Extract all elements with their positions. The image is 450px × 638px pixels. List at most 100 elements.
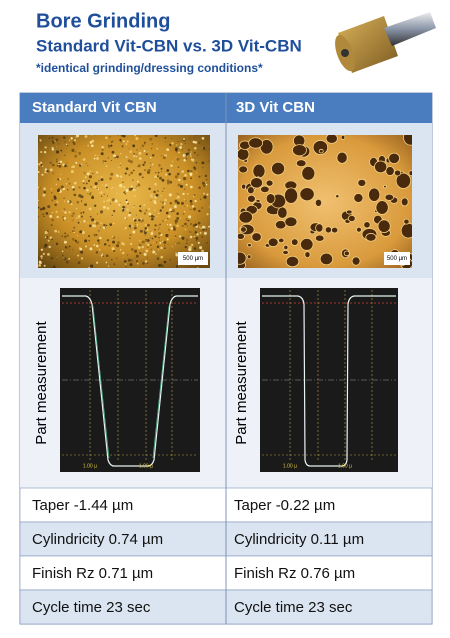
grain [89, 215, 92, 218]
grain [139, 252, 142, 255]
grain [51, 199, 54, 202]
grain [39, 186, 42, 189]
grain [117, 135, 119, 136]
pore [247, 186, 255, 195]
pore [312, 140, 329, 155]
grain [83, 172, 86, 174]
grain [188, 149, 190, 152]
grain [87, 222, 89, 224]
grain [100, 178, 104, 182]
grain [40, 150, 43, 154]
grain [201, 235, 204, 238]
grain [88, 192, 92, 196]
grain [64, 211, 67, 214]
grain [182, 212, 185, 215]
grain [184, 206, 185, 207]
grain [118, 203, 121, 206]
grain [193, 234, 195, 236]
grain [200, 227, 202, 229]
grain [58, 143, 60, 145]
grain [92, 173, 94, 175]
pore [247, 194, 256, 203]
pore [265, 193, 276, 204]
grain [64, 154, 66, 156]
grain [102, 160, 106, 163]
grain [104, 160, 107, 163]
grain [198, 226, 200, 228]
graph-tick-label: 1.00 µ [83, 463, 97, 469]
grain [118, 166, 120, 169]
grain [105, 186, 108, 189]
grain [58, 187, 61, 190]
grain [123, 186, 126, 188]
grain [134, 187, 136, 189]
grain [205, 228, 208, 231]
grain [63, 141, 66, 144]
grain [61, 250, 64, 253]
grain [185, 218, 188, 221]
grain [43, 264, 46, 267]
grain [95, 221, 99, 225]
grain [140, 147, 142, 149]
grain [187, 169, 190, 173]
grain [40, 208, 43, 211]
pore [340, 135, 346, 140]
grain [203, 192, 206, 195]
grain [175, 197, 177, 199]
grain [206, 242, 208, 244]
grain [87, 179, 90, 182]
grain [143, 203, 146, 207]
grain [176, 212, 179, 215]
grain [82, 182, 85, 185]
grain [39, 266, 41, 268]
grain [75, 136, 77, 138]
grain [119, 152, 122, 155]
grain [208, 225, 210, 228]
grain [38, 244, 40, 248]
grain [159, 227, 161, 229]
grain [51, 211, 53, 214]
cell-text: Cycle time 23 sec [32, 599, 151, 616]
grain [208, 144, 210, 146]
grain [71, 214, 74, 217]
grain [47, 205, 51, 209]
grain [93, 157, 96, 160]
grain [80, 195, 84, 199]
grain [61, 254, 64, 257]
grain [184, 174, 187, 177]
grain [169, 180, 173, 184]
grain [154, 235, 157, 238]
grain [85, 182, 88, 185]
grain [175, 157, 177, 159]
grain [187, 219, 190, 222]
graph-grid [262, 290, 396, 462]
grain [133, 169, 135, 172]
grain [63, 240, 67, 244]
grain [56, 145, 58, 147]
grain [186, 242, 188, 244]
grain [95, 244, 99, 248]
grain [189, 208, 192, 211]
grain [208, 161, 210, 163]
grain [46, 172, 48, 174]
grain [125, 263, 127, 265]
grain [51, 148, 55, 151]
grain [97, 176, 99, 178]
grain [128, 213, 131, 217]
grain [182, 155, 185, 157]
grain [75, 135, 80, 138]
grain [122, 257, 124, 258]
grain [106, 195, 108, 197]
grain [185, 152, 189, 156]
grain [40, 255, 43, 258]
grain [68, 139, 71, 141]
grain [190, 158, 193, 161]
grain [122, 181, 124, 184]
grain [150, 244, 152, 246]
grain [192, 195, 195, 198]
grain [206, 193, 209, 196]
grain [149, 237, 152, 239]
pore [385, 166, 395, 176]
grain [203, 184, 206, 187]
grain [177, 241, 181, 245]
